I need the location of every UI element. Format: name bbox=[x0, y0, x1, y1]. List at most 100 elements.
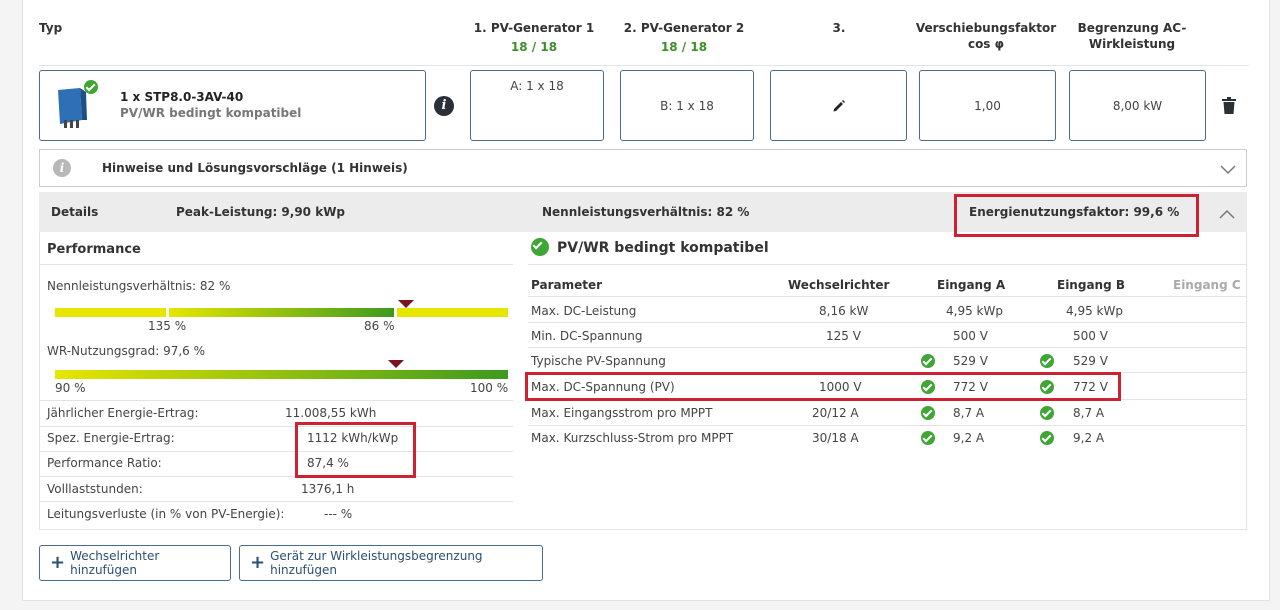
highlight-yield-ratio bbox=[295, 422, 416, 478]
check-icon bbox=[921, 431, 935, 445]
param-row-3-inverter: 1000 V bbox=[819, 380, 862, 394]
bar2 bbox=[55, 370, 508, 379]
perf-row-4-value: --- % bbox=[324, 507, 353, 521]
col-parameter: Parameter bbox=[531, 278, 603, 292]
check-icon bbox=[1040, 380, 1054, 394]
bar1-segment-yellow-right bbox=[397, 308, 508, 317]
perf-row-2-value: 87,4 % bbox=[307, 456, 349, 470]
hint-info-icon: i bbox=[53, 159, 71, 177]
inverter-name: 1 x STP8.0-3AV-40 bbox=[120, 90, 244, 104]
param-row-1-name: Min. DC-Spannung bbox=[531, 329, 643, 343]
param-row-1-inverter: 125 V bbox=[826, 329, 861, 343]
ratio-label: Nennleistungsverhältnis: 82 % bbox=[47, 279, 231, 293]
param-row-2-b: 529 V bbox=[1073, 354, 1108, 368]
chevron-up-icon[interactable] bbox=[1219, 205, 1235, 224]
bar1-segment-yellow-left bbox=[55, 308, 166, 317]
perf-row-0-value: 11.008,55 kWh bbox=[285, 406, 377, 420]
energy-factor: Energienutzungsfaktor: 99,6 % bbox=[969, 205, 1180, 219]
highlight-max-dc-voltage bbox=[525, 372, 1121, 401]
perf-row-4-label: Leitungsverluste (in % von PV-Energie): bbox=[47, 507, 285, 521]
chevron-down-icon[interactable] bbox=[1220, 160, 1236, 179]
param-row-3-b: 772 V bbox=[1073, 380, 1108, 394]
ratio-marker bbox=[398, 300, 414, 308]
header-cosphi: Verschiebungsfaktor cos φ bbox=[915, 21, 1057, 51]
header-ac-limit: Begrenzung AC- Wirkleistung bbox=[1077, 21, 1187, 51]
perf-row-0-label: Jährlicher Energie-Ertrag: bbox=[47, 406, 199, 420]
param-row-5-b: 9,2 A bbox=[1073, 431, 1105, 445]
perf-row-1-label: Spez. Energie-Ertrag: bbox=[47, 431, 175, 445]
inverter-select[interactable]: 1 x STP8.0-3AV-40 PV/WR bedingt kompatib… bbox=[39, 70, 426, 141]
param-row-1-b: 500 V bbox=[1073, 329, 1108, 343]
param-row-4-name: Max. Eingangsstrom pro MPPT bbox=[531, 406, 713, 420]
param-row-4-a: 8,7 A bbox=[953, 406, 985, 420]
param-row-0-b: 4,95 kWp bbox=[1066, 304, 1123, 318]
header-typ: Typ bbox=[39, 21, 63, 35]
bar1-segment-green bbox=[169, 308, 394, 317]
header-pv-generator-1: 1. PV-Generator 1 18 / 18 bbox=[469, 20, 599, 55]
param-row-4-b: 8,7 A bbox=[1073, 406, 1105, 420]
param-row-3-name: Max. DC-Spannung (PV) bbox=[531, 380, 675, 394]
perf-row-2-label: Performance Ratio: bbox=[47, 456, 162, 470]
header-pv-generator-2: 2. PV-Generator 2 18 / 18 bbox=[619, 20, 749, 55]
param-row-5-inverter: 30/18 A bbox=[812, 431, 859, 445]
hints-accordion[interactable]: i Hinweise und Lösungsvorschläge (1 Hinw… bbox=[39, 149, 1247, 187]
perf-row-3-label: Volllaststunden: bbox=[47, 482, 143, 496]
pencil-icon bbox=[833, 99, 845, 111]
plus-icon: + bbox=[50, 552, 66, 573]
performance-title: Performance bbox=[47, 242, 141, 257]
plus-icon: + bbox=[250, 552, 266, 573]
col-eingang-a: Eingang A bbox=[937, 278, 1006, 292]
inverter-compat-status: PV/WR bedingt kompatibel bbox=[120, 106, 302, 120]
details-bar[interactable]: Details Peak-Leistung: 9,90 kWp Nennleis… bbox=[39, 192, 1247, 232]
ac-limit-input[interactable]: 8,00 kW bbox=[1069, 70, 1206, 141]
check-icon bbox=[921, 380, 935, 394]
param-row-0-a: 4,95 kWp bbox=[946, 304, 1003, 318]
param-row-0-name: Max. DC-Leistung bbox=[531, 304, 637, 318]
param-row-1-a: 500 V bbox=[953, 329, 988, 343]
bar1-right-label: 86 % bbox=[364, 319, 395, 333]
edit-generator-button[interactable] bbox=[770, 70, 907, 141]
param-row-5-a: 9,2 A bbox=[953, 431, 985, 445]
param-row-0-inverter: 8,16 kW bbox=[819, 304, 869, 318]
configuration-card: Typ 1. PV-Generator 1 18 / 18 2. PV-Gene… bbox=[22, 0, 1270, 601]
perf-row-1-value: 1112 kWh/kWp bbox=[307, 431, 399, 445]
inverter-device-icon bbox=[54, 86, 90, 128]
nutzungsgrad-marker bbox=[388, 360, 404, 368]
bar1-left-label: 135 % bbox=[148, 319, 187, 333]
cosphi-input[interactable]: 1,00 bbox=[919, 70, 1056, 141]
col-wechselrichter: Wechselrichter bbox=[788, 278, 890, 292]
compat-title: PV/WR bedingt kompatibel bbox=[557, 240, 769, 256]
check-icon bbox=[921, 406, 935, 420]
bar2-right-label: 100 % bbox=[470, 381, 509, 395]
pv2-count: 18 / 18 bbox=[660, 40, 708, 54]
info-icon[interactable]: i bbox=[434, 96, 454, 116]
perf-row-3-value: 1376,1 h bbox=[301, 482, 355, 496]
ratio-summary: Nennleistungsverhältnis: 82 % bbox=[542, 205, 750, 219]
add-inverter-button[interactable]: + Wechselrichter hinzufügen bbox=[39, 545, 231, 581]
peak-power: Peak-Leistung: 9,90 kWp bbox=[176, 205, 346, 219]
param-row-3-a: 772 V bbox=[953, 380, 988, 394]
hints-label: Hinweise und Lösungsvorschläge (1 Hinwei… bbox=[102, 161, 408, 175]
col-eingang-b: Eingang B bbox=[1057, 278, 1125, 292]
check-icon bbox=[921, 354, 935, 368]
compat-title-check-icon bbox=[531, 238, 549, 256]
bar2-left-label: 90 % bbox=[55, 381, 86, 395]
header-col-3: 3. bbox=[832, 21, 846, 35]
col-eingang-c: Eingang C bbox=[1173, 278, 1241, 292]
check-icon bbox=[1040, 431, 1054, 445]
pv-generator-a-input[interactable]: A: 1 x 18 bbox=[470, 70, 604, 141]
check-icon bbox=[1040, 406, 1054, 420]
nutzungsgrad-label: WR-Nutzungsgrad: 97,6 % bbox=[47, 344, 206, 358]
highlight-energy-factor bbox=[954, 194, 1199, 237]
add-power-limit-device-button[interactable]: + Gerät zur Wirkleistungsbegrenzung hinz… bbox=[239, 545, 543, 581]
param-row-2-a: 529 V bbox=[953, 354, 988, 368]
check-icon bbox=[1040, 354, 1054, 368]
param-row-5-name: Max. Kurzschluss-Strom pro MPPT bbox=[531, 431, 734, 445]
param-row-2-name: Typische PV-Spannung bbox=[531, 354, 666, 368]
pv-generator-b-input[interactable]: B: 1 x 18 bbox=[620, 70, 754, 141]
param-row-4-inverter: 20/12 A bbox=[812, 406, 859, 420]
trash-icon[interactable] bbox=[1222, 97, 1236, 118]
details-label: Details bbox=[51, 205, 99, 219]
pv1-count: 18 / 18 bbox=[510, 40, 558, 54]
compat-check-icon bbox=[84, 80, 98, 94]
